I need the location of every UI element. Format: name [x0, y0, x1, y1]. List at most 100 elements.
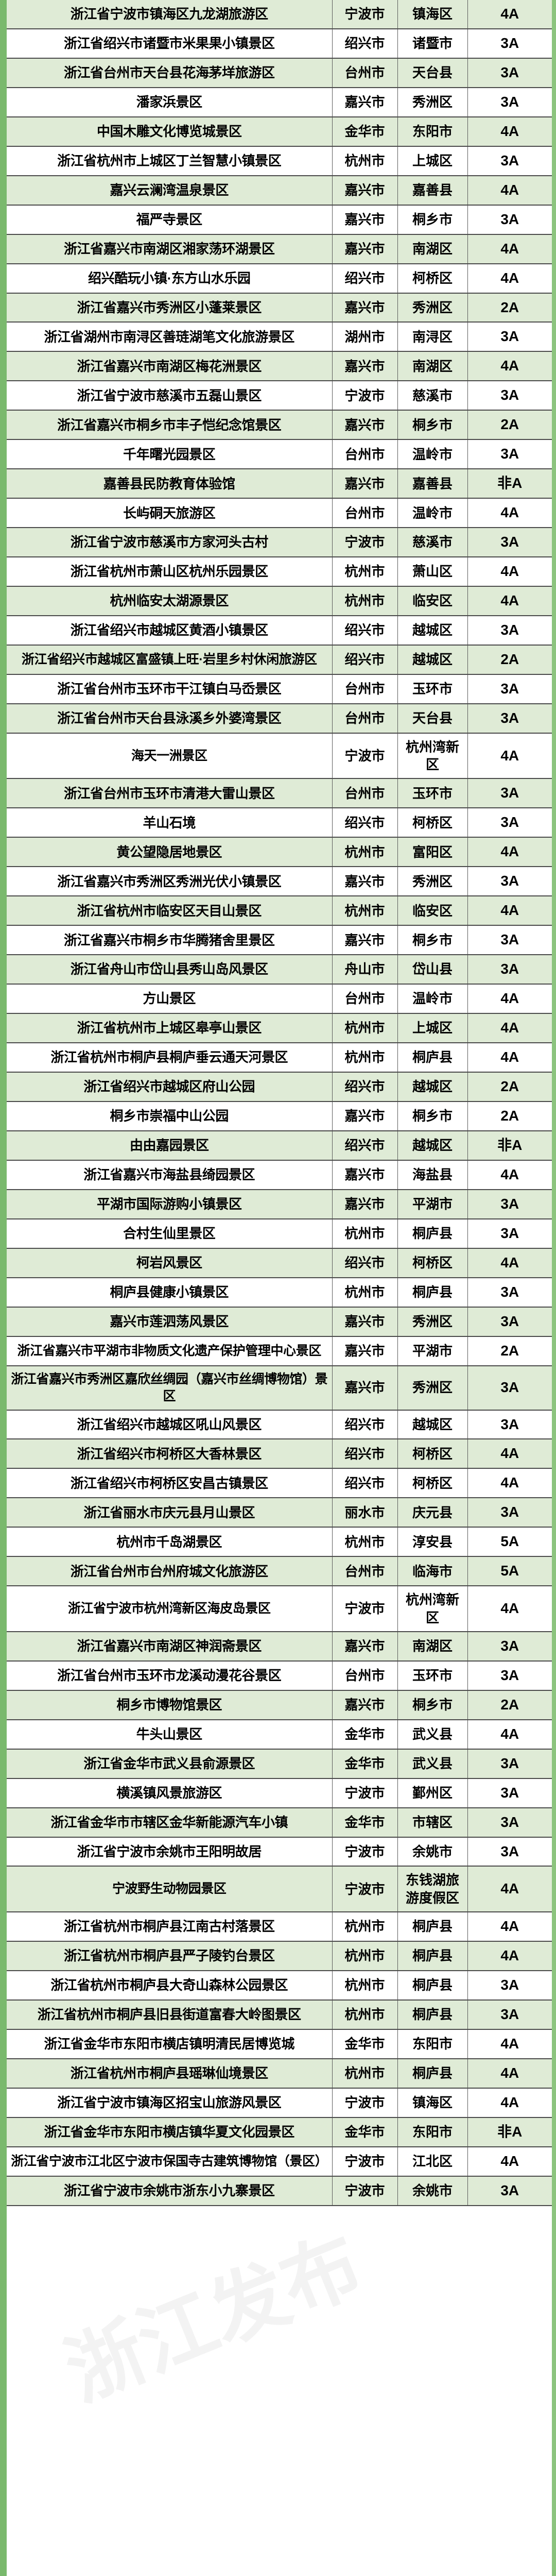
- cell-level: 3A: [467, 1807, 552, 1838]
- cell-scenic-name: 浙江省嘉兴市海盐县绮园景区: [7, 1160, 333, 1190]
- table-row: 浙江省金华市东阳市横店镇华夏文化园景区 金华市 东阳市 非A: [7, 2117, 552, 2147]
- table-row: 浙江省宁波市杭州湾新区海皮岛景区 宁波市 杭州湾新区 4A: [7, 1586, 552, 1632]
- cell-city: 台州市: [332, 1556, 398, 1587]
- table-row: 浙江省金华市武义县俞源景区 金华市 武义县 3A: [7, 1749, 552, 1779]
- table-row: 浙江省嘉兴市秀洲区秀洲光伏小镇景区 嘉兴市 秀洲区 3A: [7, 867, 552, 897]
- cell-district: 南浔区: [397, 322, 468, 352]
- cell-district: 桐庐县: [397, 1971, 468, 2001]
- cell-city: 嘉兴市: [332, 87, 398, 117]
- cell-city: 嘉兴市: [332, 1101, 398, 1131]
- cell-scenic-name: 牛头山景区: [7, 1719, 333, 1750]
- cell-level: 3A: [467, 703, 552, 734]
- cell-district: 桐乡市: [397, 1690, 468, 1720]
- cell-level: 2A: [467, 1336, 552, 1366]
- cell-city: 杭州市: [332, 1043, 398, 1073]
- cell-city: 宁波市: [332, 2176, 398, 2206]
- cell-scenic-name: 浙江省绍兴市柯桥区大香林景区: [7, 1439, 333, 1469]
- cell-district: 桐乡市: [397, 1101, 468, 1131]
- table-row: 浙江省杭州市桐庐县严子陵钓台景区 杭州市 桐庐县 4A: [7, 1941, 552, 1972]
- cell-scenic-name: 浙江省台州市天台县花海茅垟旅游区: [7, 58, 333, 88]
- cell-scenic-name: 浙江省杭州市桐庐县大奇山森林公园景区: [7, 1971, 333, 2001]
- cell-level: 3A: [467, 87, 552, 117]
- cell-district: 秀洲区: [397, 1365, 468, 1411]
- cell-city: 台州市: [332, 674, 398, 704]
- cell-city: 杭州市: [332, 1999, 398, 2030]
- cell-scenic-name: 浙江省台州市玉环市清港大雷山景区: [7, 778, 333, 809]
- cell-district: 余姚市: [397, 1837, 468, 1867]
- cell-scenic-name: 柯岩风景区: [7, 1248, 333, 1278]
- cell-scenic-name: 浙江省宁波市江北区宁波市保国寺古建筑博物馆（景区）: [7, 2146, 333, 2177]
- table-row: 柯岩风景区 绍兴市 柯桥区 4A: [7, 1248, 552, 1278]
- table-row: 长屿硐天旅游区 台州市 温岭市 4A: [7, 498, 552, 529]
- table-row: 浙江省台州市玉环市清港大雷山景区 台州市 玉环市 3A: [7, 778, 552, 809]
- cell-district: 镇海区: [397, 0, 468, 29]
- cell-scenic-name: 浙江省金华市东阳市横店镇华夏文化园景区: [7, 2117, 333, 2147]
- cell-district: 诸暨市: [397, 28, 468, 59]
- cell-district: 越城区: [397, 1410, 468, 1440]
- cell-level: 3A: [467, 808, 552, 838]
- cell-scenic-name: 浙江省嘉兴市秀洲区小蓬莱景区: [7, 293, 333, 323]
- cell-level: 非A: [467, 2117, 552, 2147]
- cell-city: 杭州市: [332, 557, 398, 587]
- cell-scenic-name: 黄公望隐居地景区: [7, 837, 333, 868]
- cell-scenic-name: 浙江省杭州市上城区丁兰智慧小镇景区: [7, 146, 333, 176]
- cell-scenic-name: 浙江省杭州市上城区皋亭山景区: [7, 1013, 333, 1044]
- cell-scenic-name: 浙江省台州市玉环市干江镇白马岙景区: [7, 674, 333, 704]
- cell-city: 嘉兴市: [332, 1690, 398, 1720]
- cell-district: 庆元县: [397, 1498, 468, 1528]
- cell-level: 3A: [467, 1999, 552, 2030]
- cell-scenic-name: 浙江省绍兴市越城区富盛镇上旺·岩里乡村休闲旅游区: [7, 645, 333, 675]
- cell-level: 4A: [467, 1439, 552, 1469]
- cell-level: 2A: [467, 1690, 552, 1720]
- cell-city: 杭州市: [332, 1013, 398, 1044]
- cell-level: 4A: [467, 263, 552, 294]
- cell-level: 5A: [467, 1556, 552, 1587]
- table-row: 桐乡市崇福中山公园 嘉兴市 桐乡市 2A: [7, 1101, 552, 1131]
- cell-district: 东阳市: [397, 116, 468, 147]
- scenic-area-table: 浙江省宁波市镇海区九龙湖旅游区 宁波市 镇海区 4A 浙江省绍兴市诸暨市米果果小镇景区绍…: [7, 0, 552, 2206]
- cell-city: 嘉兴市: [332, 1631, 398, 1662]
- table-row: 浙江省嘉兴市桐乡市华腾猪舍里景区 嘉兴市 桐乡市 3A: [7, 925, 552, 956]
- cell-level: 4A: [467, 351, 552, 382]
- cell-district: 越城区: [397, 1130, 468, 1161]
- table-row: 浙江省舟山市岱山县秀山岛风景区 舟山市 岱山县 3A: [7, 955, 552, 985]
- cell-district: 平湖市: [397, 1189, 468, 1219]
- cell-level: 3A: [467, 1498, 552, 1528]
- table-row: 浙江省嘉兴市桐乡市丰子恺纪念馆景区 嘉兴市 桐乡市 2A: [7, 410, 552, 440]
- table-row: 牛头山景区 金华市 武义县 4A: [7, 1719, 552, 1750]
- cell-city: 宁波市: [332, 1586, 398, 1632]
- cell-district: 鄞州区: [397, 1778, 468, 1808]
- cell-scenic-name: 浙江省台州市玉环市龙溪动漫花谷景区: [7, 1660, 333, 1691]
- table-row: 浙江省绍兴市柯桥区安昌古镇景区 绍兴市 柯桥区 4A: [7, 1468, 552, 1499]
- cell-district: 余姚市: [397, 2176, 468, 2206]
- cell-district: 秀洲区: [397, 1307, 468, 1337]
- cell-scenic-name: 羊山石境: [7, 808, 333, 838]
- cell-level: 3A: [467, 2176, 552, 2206]
- cell-city: 宁波市: [332, 2146, 398, 2177]
- cell-district: 市辖区: [397, 1807, 468, 1838]
- table-row: 浙江省杭州市临安区天目山景区 杭州市 临安区 4A: [7, 896, 552, 926]
- table-row: 浙江省绍兴市越城区富盛镇上旺·岩里乡村休闲旅游区 绍兴市 越城区 2A: [7, 645, 552, 675]
- cell-level: 3A: [467, 1660, 552, 1691]
- cell-scenic-name: 浙江省宁波市慈溪市五磊山景区: [7, 381, 333, 411]
- table-row: 浙江省湖州市南浔区善琏湖笔文化旅游景区 湖州市 南浔区 3A: [7, 322, 552, 352]
- cell-scenic-name: 浙江省嘉兴市桐乡市丰子恺纪念馆景区: [7, 410, 333, 440]
- table-row: 浙江省宁波市余姚市王阳明故居 宁波市 余姚市 3A: [7, 1837, 552, 1867]
- cell-level: 4A: [467, 1866, 552, 1913]
- cell-scenic-name: 浙江省嘉兴市南湖区湘家荡环湖景区: [7, 234, 333, 264]
- cell-scenic-name: 浙江省宁波市镇海区九龙湖旅游区: [7, 0, 333, 29]
- table-row: 海天一洲景区 宁波市 杭州湾新区 4A: [7, 733, 552, 779]
- cell-level: 3A: [467, 1410, 552, 1440]
- cell-scenic-name: 浙江省杭州市桐庐县严子陵钓台景区: [7, 1941, 333, 1972]
- table-row: 杭州临安太湖源景区 杭州市 临安区 4A: [7, 586, 552, 617]
- cell-city: 绍兴市: [332, 616, 398, 646]
- cell-city: 嘉兴市: [332, 234, 398, 264]
- cell-scenic-name: 浙江省宁波市杭州湾新区海皮岛景区: [7, 1586, 333, 1632]
- cell-level: 4A: [467, 1719, 552, 1750]
- cell-city: 嘉兴市: [332, 175, 398, 206]
- cell-level: 2A: [467, 1072, 552, 1102]
- cell-scenic-name: 浙江省湖州市南浔区善琏湖笔文化旅游景区: [7, 322, 333, 352]
- cell-level: 4A: [467, 1013, 552, 1044]
- cell-level: 3A: [467, 925, 552, 956]
- cell-level: 4A: [467, 1468, 552, 1499]
